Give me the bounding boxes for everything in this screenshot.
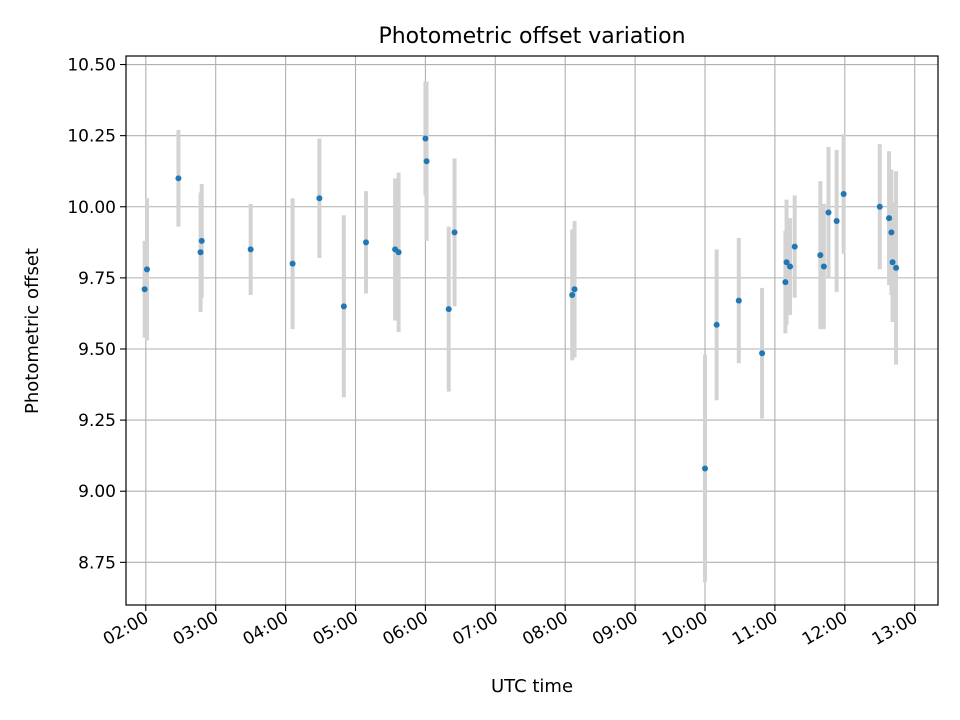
grid-lines (126, 56, 938, 605)
data-point (787, 263, 794, 270)
data-point (423, 158, 430, 165)
data-point (141, 286, 148, 293)
data-point (886, 215, 893, 222)
data-point (422, 135, 429, 142)
y-tick-label: 10.50 (67, 56, 116, 76)
data-point (569, 291, 576, 298)
plot-frame (125, 55, 939, 606)
data-point (175, 175, 182, 182)
chart-title: Photometric offset variation (378, 24, 685, 49)
data-point (362, 239, 369, 246)
data-point (735, 297, 742, 304)
data-point (876, 203, 883, 210)
data-point (825, 209, 832, 216)
y-tick-label: 9.00 (78, 482, 116, 502)
data-point (247, 246, 254, 253)
data-point (893, 264, 900, 271)
y-axis-ticks: 8.75 9.00 9.25 9.50 9.75 10.00 10.25 10.50 (67, 56, 126, 573)
y-tick-label: 10.00 (67, 198, 116, 218)
data-point (451, 229, 458, 236)
data-points (141, 135, 900, 472)
data-point (713, 321, 720, 328)
data-point (571, 286, 578, 293)
data-point (791, 243, 798, 250)
data-point (783, 259, 790, 266)
data-point (817, 252, 824, 259)
data-point (820, 263, 827, 270)
y-tick-label: 9.25 (78, 411, 116, 431)
data-point (759, 350, 766, 357)
y-tick-label: 9.50 (78, 340, 116, 360)
data-point (289, 260, 296, 267)
data-point (445, 306, 452, 313)
data-point (782, 279, 789, 286)
y-tick-label: 8.75 (78, 553, 116, 573)
y-tick-label: 10.25 (67, 127, 116, 147)
data-point (197, 249, 204, 256)
data-point (833, 217, 840, 224)
data-point (198, 237, 205, 244)
data-point (143, 266, 150, 273)
data-point (395, 249, 402, 256)
data-point (340, 303, 347, 310)
x-axis-label: UTC time (491, 676, 573, 697)
data-point (316, 195, 323, 202)
y-tick-label: 9.75 (78, 269, 116, 289)
data-point (702, 465, 709, 472)
y-axis-label: Photometric offset (22, 248, 43, 414)
data-point (889, 259, 896, 266)
data-point (888, 229, 895, 236)
data-point (840, 190, 847, 197)
